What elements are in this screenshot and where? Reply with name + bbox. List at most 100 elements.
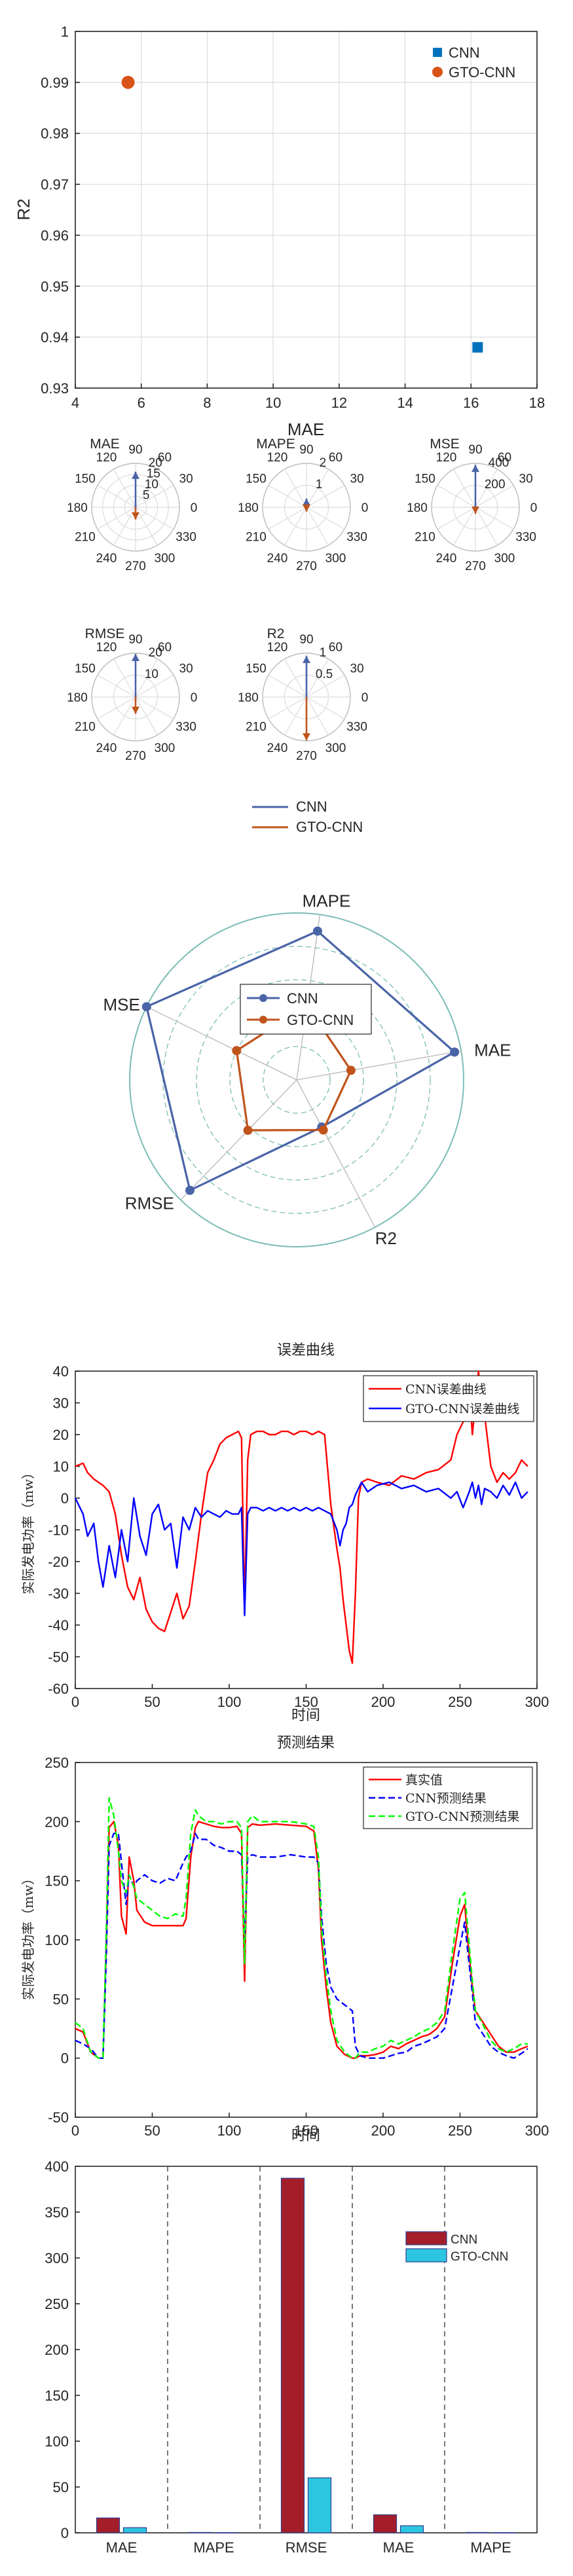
legend-gto-label: GTO-CNN — [451, 2250, 508, 2264]
legend-gto-swatch — [405, 2248, 447, 2263]
polar-angle-label: 90 — [299, 633, 313, 647]
polar-spoke — [306, 469, 329, 508]
cnn-bar — [373, 2514, 397, 2533]
error-series-line-2 — [74, 1481, 528, 1617]
polar-angle-label: 300 — [155, 742, 176, 755]
gto-cnn-vector-head — [303, 504, 310, 512]
legend-cnn-swatch — [405, 2231, 447, 2245]
polar-spoke — [475, 507, 498, 546]
bar-y-tick-label: 350 — [45, 2204, 69, 2221]
error-title: 误差曲线 — [277, 1342, 335, 1359]
polar-spoke — [97, 507, 136, 530]
polar-angle-label: 120 — [96, 641, 117, 654]
polar-spoke — [268, 674, 307, 698]
bar-y-tick-label: 150 — [45, 2388, 69, 2404]
polar-angle-label: 330 — [346, 531, 367, 545]
polar-radius-label: 10 — [145, 668, 158, 681]
polar-radius-label: 1 — [320, 646, 327, 660]
polar-panel-title: MAE — [90, 437, 120, 452]
radar-axis-line — [146, 1006, 297, 1081]
radar-axis-label: MAPE — [303, 891, 351, 910]
cnn-vector-head — [303, 656, 310, 664]
radar-axis-label: MAE — [474, 1041, 511, 1060]
prediction-y-tick-label: 100 — [45, 1932, 69, 1948]
polar-angle-label: 210 — [75, 531, 96, 545]
cnn-vector-head — [132, 654, 139, 662]
prediction-title: 预测结果 — [277, 1735, 335, 1751]
polar-angle-label: 90 — [299, 443, 313, 457]
prediction-series-line-2 — [75, 1833, 528, 2059]
polar-spoke — [113, 658, 136, 698]
prediction-x-tick-label: 50 — [144, 2122, 160, 2139]
polar-legend: CNN GTO-CNN — [252, 798, 363, 835]
radar-axis-line — [180, 1079, 297, 1200]
scatter-y-ticks: 0.93 0.94 0.95 0.96 0.97 0.98 0.99 1 — [41, 24, 80, 397]
polar-spoke — [135, 674, 174, 698]
polar-spoke — [97, 674, 136, 698]
scatter-x-label: MAE — [287, 420, 324, 439]
polar-panel-title: R2 — [267, 626, 285, 641]
polar-angle-label: 120 — [267, 451, 288, 465]
legend-gto-label: GTO-CNN — [449, 64, 515, 80]
cnn-radar-point — [141, 1002, 151, 1012]
polar-spoke — [453, 469, 476, 508]
polar-spoke — [437, 507, 476, 530]
polar-angle-label: 0 — [361, 501, 369, 515]
polar-angle-label: 150 — [75, 473, 96, 486]
polar-angle-label: 210 — [415, 531, 435, 545]
polar-angle-label: 30 — [179, 662, 193, 676]
bar-y-tick-label: 0 — [61, 2525, 69, 2541]
prediction-y-tick-label: 50 — [53, 1991, 69, 2007]
polar-angle-label: 0 — [191, 691, 198, 705]
scatter-x-tick-label: 12 — [331, 395, 347, 411]
prediction-x-label: 时间 — [291, 2128, 320, 2144]
polar-angle-label: 120 — [267, 641, 288, 654]
error-x-tick-label: 50 — [144, 1694, 160, 1710]
error-x-label: 时间 — [291, 1708, 320, 1724]
polar-angle-label: 120 — [96, 451, 117, 465]
polar-spoke — [437, 484, 476, 508]
polar-spoke — [306, 507, 329, 546]
polar-radius-label: 5 — [143, 489, 150, 503]
polar-angle-label: 240 — [267, 742, 288, 755]
legend-gto-marker — [432, 67, 443, 77]
radar-frame: MAE MAPE MSE RMSE R2 — [103, 891, 511, 1248]
polar-angle-label: 0 — [191, 501, 198, 515]
prediction-chart: 预测结果 时间 实际发电功率（mw） 0 50 100 150 200 250 300 -50… — [20, 1735, 549, 2144]
legend-cnn-label: CNN — [451, 2233, 477, 2247]
scatter-y-label: R2 — [14, 198, 33, 220]
polar-radius-label: 20 — [149, 456, 162, 470]
gto-cnn-point — [121, 75, 135, 89]
bar-y-tick-label: 250 — [45, 2296, 69, 2312]
polar-angle-label: 120 — [436, 451, 457, 465]
prediction-y-label: 实际发电功率（mw） — [20, 1872, 36, 2000]
bar-y-tick-label: 50 — [53, 2479, 69, 2496]
cnn-bar — [188, 2531, 213, 2533]
polar-angle-label: 210 — [75, 721, 96, 734]
scatter-x-tick-label: 18 — [529, 395, 545, 411]
scatter-points — [121, 75, 483, 353]
polar-angle-label: 30 — [350, 662, 364, 676]
error-legend: CNN误差曲线 GTO-CNN误差曲线 — [363, 1375, 534, 1422]
error-x-tick-label: 300 — [525, 1694, 549, 1710]
legend-gto-marker — [259, 1016, 267, 1024]
polar-spoke — [284, 696, 307, 736]
polar-angle-label: 210 — [246, 531, 267, 545]
polar-angle-label: 30 — [519, 473, 533, 486]
polar-spoke — [135, 507, 158, 546]
gto-cnn-vector-head — [471, 507, 479, 514]
radar-outer-circle — [129, 912, 464, 1247]
gto-cnn-bar — [122, 2527, 147, 2533]
error-y-tick-label: -40 — [48, 1617, 69, 1634]
polar-angle-label: 210 — [246, 721, 267, 734]
polar-spoke — [135, 696, 158, 736]
prediction-y-tick-label: 150 — [45, 1873, 69, 1889]
error-y-label: 实际发电功率（mw） — [20, 1466, 36, 1594]
polar-angle-label: 0 — [530, 501, 538, 515]
polar-angle-label: 300 — [325, 552, 346, 565]
polar-angle-label: 150 — [246, 662, 267, 676]
scatter-grid — [75, 31, 538, 389]
prediction-series-line-3 — [75, 1797, 528, 2059]
polar-radius-label: 200 — [485, 478, 506, 492]
